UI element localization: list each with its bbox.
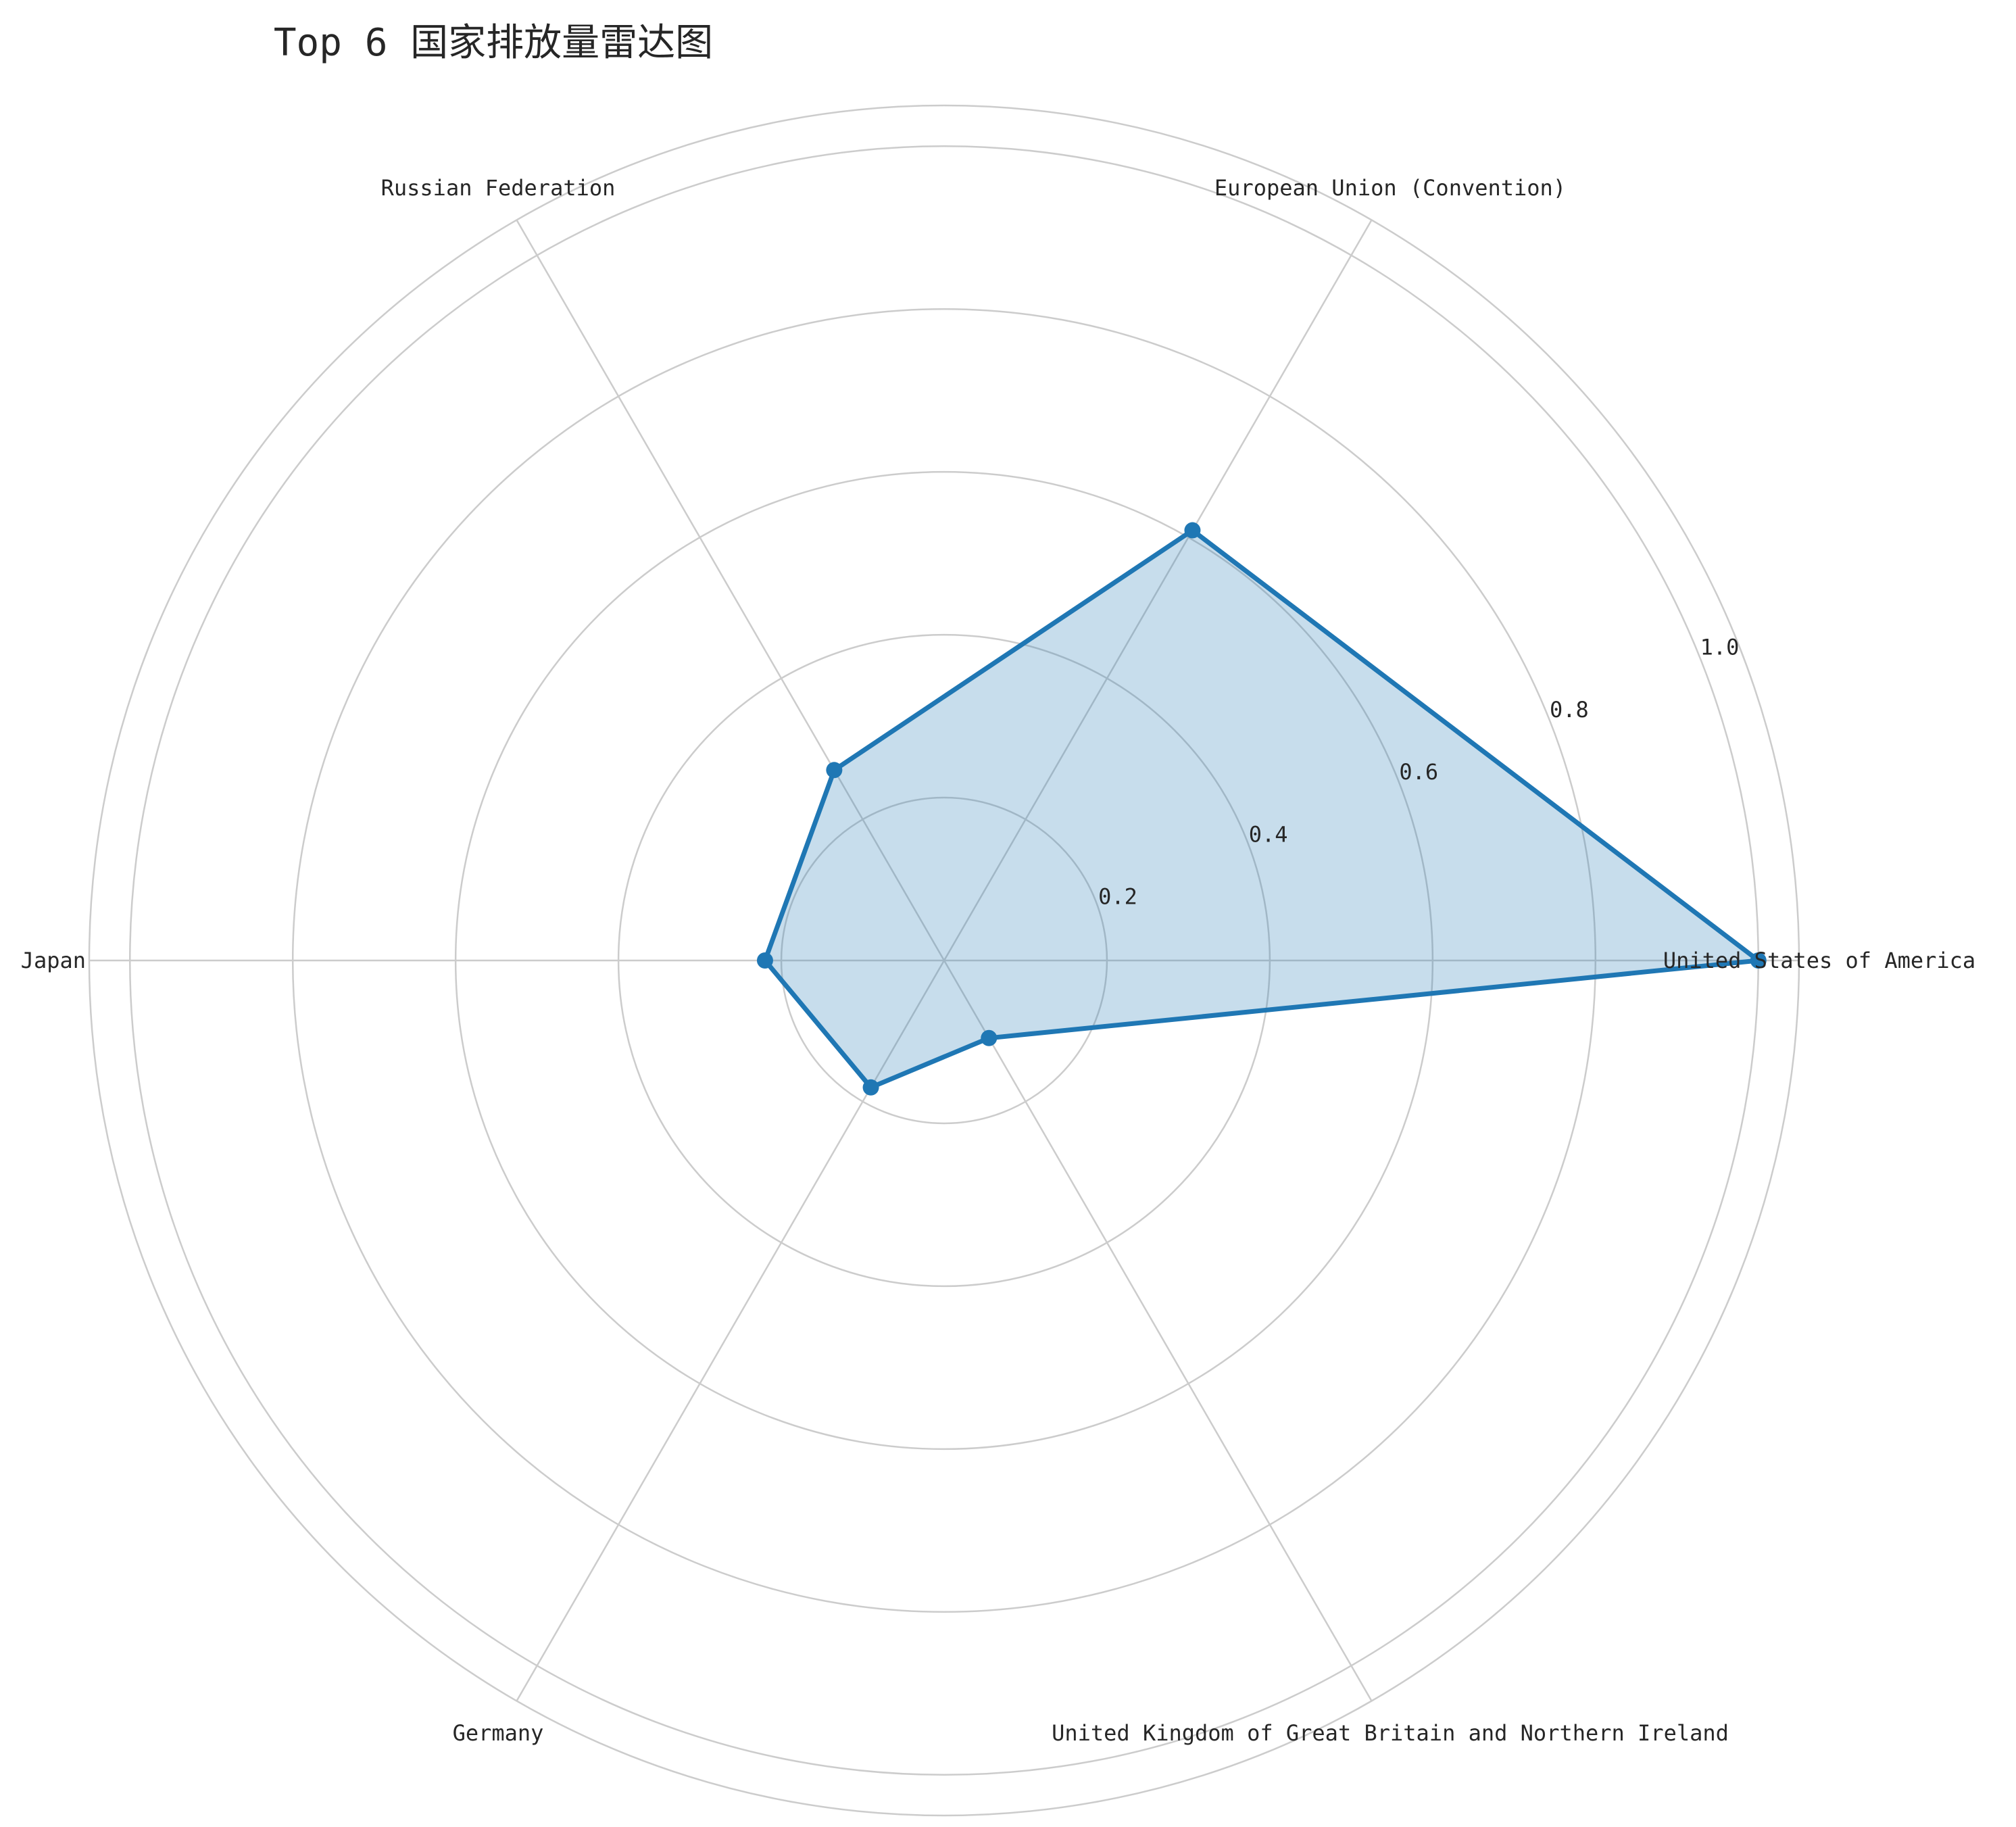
data-point-4: [756, 952, 773, 969]
category-label-3: Russian Federation: [381, 175, 616, 201]
category-label-6: United Kingdom of Great Britain and Nort…: [1052, 1720, 1729, 1746]
data-point-3: [826, 762, 843, 779]
tick-label-layer: 0.2 0.4 0.6 0.8 1.0: [1098, 635, 1739, 910]
grid-spoke-6: [943, 960, 1373, 1702]
r-tick-label-4: 0.8: [1550, 697, 1589, 723]
data-point-6: [981, 1029, 998, 1046]
r-tick-label-5: 1.0: [1700, 635, 1740, 660]
chart-title: Top 6 国家排放量雷达图: [273, 21, 714, 65]
category-label-5: Germany: [453, 1720, 544, 1746]
category-label-1: United States of America: [1663, 948, 1975, 973]
category-label-2: European Union (Convention): [1214, 175, 1566, 201]
category-label-4: Japan: [21, 948, 86, 973]
r-tick-label-3: 0.6: [1399, 759, 1438, 785]
r-tick-label-2: 0.4: [1249, 821, 1288, 847]
grid-spoke-3: [516, 219, 945, 961]
grid-spoke-2: [943, 219, 1373, 961]
data-point-2: [1184, 522, 1201, 539]
series-area: [765, 530, 1759, 1088]
grid-layer: [88, 104, 1800, 1817]
r-tick-label-1: 0.2: [1098, 883, 1137, 909]
data-point-5: [862, 1079, 879, 1096]
category-label-layer: United States of America European Union (…: [21, 175, 1976, 1746]
data-layer: [756, 522, 1767, 1096]
data-point-1: [1750, 952, 1767, 969]
